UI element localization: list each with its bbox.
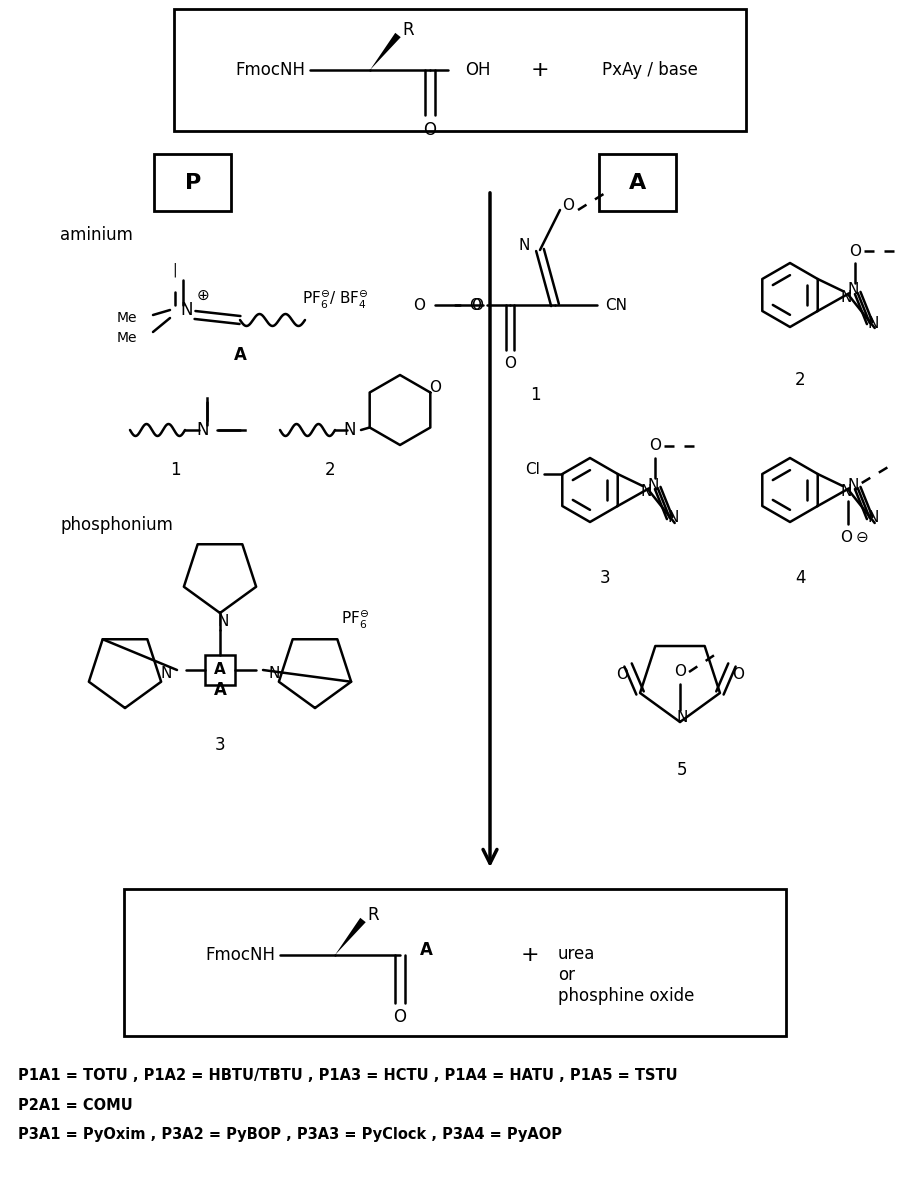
Text: N: N xyxy=(847,478,859,492)
Text: N: N xyxy=(847,282,859,298)
Text: O: O xyxy=(562,198,574,212)
Text: N: N xyxy=(344,421,356,439)
Text: P: P xyxy=(184,173,201,193)
Text: O: O xyxy=(674,664,686,680)
Text: O: O xyxy=(424,121,436,139)
Text: 5: 5 xyxy=(677,761,688,779)
Text: 1: 1 xyxy=(170,461,180,479)
Text: 4: 4 xyxy=(795,569,806,587)
Text: PF$_6^{\ominus}$/ BF$_4^{\ominus}$: PF$_6^{\ominus}$/ BF$_4^{\ominus}$ xyxy=(302,289,368,311)
Text: N: N xyxy=(676,709,688,725)
Text: Cl: Cl xyxy=(526,461,540,477)
Text: FmocNH: FmocNH xyxy=(235,60,305,79)
Text: urea
or
phosphine oxide: urea or phosphine oxide xyxy=(558,945,695,1005)
Text: O: O xyxy=(469,298,481,312)
Text: 1: 1 xyxy=(530,385,540,404)
Text: Me: Me xyxy=(116,311,137,325)
Text: N: N xyxy=(840,289,851,305)
Text: N: N xyxy=(640,485,652,499)
Text: N: N xyxy=(840,485,851,499)
Text: P1A1 = TOTU , P1A2 = HBTU/TBTU , P1A3 = HCTU , P1A4 = HATU , P1A5 = TSTU: P1A1 = TOTU , P1A2 = HBTU/TBTU , P1A3 = … xyxy=(18,1067,678,1083)
Text: O: O xyxy=(732,668,744,682)
Text: A: A xyxy=(629,173,646,193)
Text: N: N xyxy=(180,301,193,319)
FancyBboxPatch shape xyxy=(205,655,235,686)
FancyBboxPatch shape xyxy=(174,9,746,130)
Text: |: | xyxy=(173,263,177,278)
Text: 3: 3 xyxy=(215,737,225,754)
Text: N: N xyxy=(217,614,229,630)
Text: R: R xyxy=(367,906,379,924)
Text: O: O xyxy=(649,439,661,453)
Text: ⊖: ⊖ xyxy=(855,529,868,544)
Text: aminium: aminium xyxy=(60,227,133,244)
Text: OH: OH xyxy=(465,60,491,79)
Text: N: N xyxy=(867,510,878,525)
Text: PxAy / base: PxAy / base xyxy=(602,60,698,79)
Text: N: N xyxy=(268,665,279,681)
Text: N: N xyxy=(867,315,878,331)
Text: O: O xyxy=(393,1008,407,1026)
Text: N: N xyxy=(197,421,209,439)
Text: P2A1 = COMU: P2A1 = COMU xyxy=(18,1097,133,1112)
FancyBboxPatch shape xyxy=(599,154,676,211)
Text: P3A1 = PyOxim , P3A2 = PyBOP , P3A3 = PyClock , P3A4 = PyAOP: P3A1 = PyOxim , P3A2 = PyBOP , P3A3 = Py… xyxy=(18,1128,562,1142)
Text: ⊕: ⊕ xyxy=(196,287,210,302)
Text: N: N xyxy=(160,665,172,681)
Text: O: O xyxy=(471,298,483,312)
Text: A: A xyxy=(234,346,247,364)
Polygon shape xyxy=(370,33,400,70)
Text: 2: 2 xyxy=(325,461,336,479)
FancyBboxPatch shape xyxy=(124,890,786,1037)
Text: A: A xyxy=(420,940,433,959)
Text: N: N xyxy=(518,237,530,253)
Text: O: O xyxy=(413,298,425,312)
Text: O: O xyxy=(840,529,851,544)
Text: PF$_6^{\ominus}$: PF$_6^{\ominus}$ xyxy=(341,608,369,631)
Text: +: + xyxy=(531,60,549,79)
Text: O: O xyxy=(429,380,441,395)
Polygon shape xyxy=(335,918,365,955)
Text: O: O xyxy=(616,668,628,682)
Text: CN: CN xyxy=(605,298,627,312)
Text: +: + xyxy=(521,945,539,965)
Text: A: A xyxy=(214,663,226,677)
Text: O: O xyxy=(504,356,516,370)
Text: 2: 2 xyxy=(795,371,806,389)
Text: N: N xyxy=(667,510,679,525)
Text: O: O xyxy=(849,243,860,259)
Text: R: R xyxy=(402,21,414,39)
Text: N: N xyxy=(647,478,659,492)
Text: A: A xyxy=(213,681,227,699)
Text: Me: Me xyxy=(116,331,137,345)
Text: 3: 3 xyxy=(599,569,610,587)
Text: FmocNH: FmocNH xyxy=(205,946,275,964)
Text: phosphonium: phosphonium xyxy=(60,516,173,534)
FancyBboxPatch shape xyxy=(154,154,231,211)
